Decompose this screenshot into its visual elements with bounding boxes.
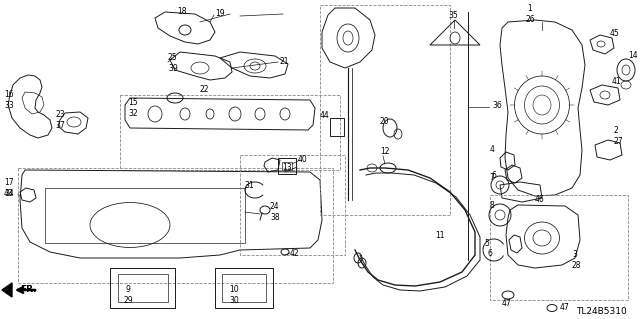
Text: 13: 13 [282, 164, 292, 173]
Bar [330, 118, 344, 136]
Text: 45: 45 [610, 28, 620, 38]
Text: 6: 6 [492, 170, 497, 180]
Text: 36: 36 [492, 100, 502, 109]
Text: 21: 21 [280, 57, 289, 66]
Text: 40: 40 [298, 155, 308, 165]
Bar [110, 268, 175, 308]
Text: 35: 35 [448, 11, 458, 20]
Text: 12: 12 [380, 147, 390, 157]
Text: 25
39: 25 39 [168, 53, 178, 73]
Bar [215, 268, 273, 308]
Text: 20: 20 [380, 117, 390, 127]
Text: 22: 22 [200, 85, 209, 94]
Bar [118, 274, 168, 302]
Bar [222, 274, 266, 302]
Text: 3
28: 3 28 [572, 250, 582, 270]
Bar [240, 155, 345, 255]
Text: TL24B5310: TL24B5310 [576, 308, 627, 316]
Text: 47: 47 [560, 303, 570, 313]
Text: 31: 31 [244, 181, 253, 189]
Bar [18, 168, 333, 283]
Text: 41: 41 [612, 78, 621, 86]
Text: 18: 18 [177, 8, 186, 17]
Bar [320, 5, 450, 215]
Text: 17
34: 17 34 [4, 178, 13, 198]
Text: 15
32: 15 32 [128, 98, 138, 118]
Bar [282, 162, 292, 170]
Bar [120, 95, 340, 170]
Polygon shape [2, 283, 12, 297]
Text: 4: 4 [490, 145, 495, 154]
Text: 14: 14 [628, 50, 637, 60]
Text: 43: 43 [4, 189, 13, 198]
Text: 6: 6 [488, 249, 493, 257]
Text: 8: 8 [490, 201, 495, 210]
Text: 42: 42 [290, 249, 300, 257]
Text: 9
29: 9 29 [123, 285, 133, 305]
Text: 5: 5 [484, 240, 489, 249]
Bar [45, 188, 245, 243]
Text: 23
37: 23 37 [55, 110, 65, 130]
Text: 2
27: 2 27 [614, 126, 623, 146]
Text: 47: 47 [502, 299, 512, 308]
Bar [278, 158, 296, 174]
Text: 44: 44 [320, 110, 330, 120]
Text: 11: 11 [435, 231, 445, 240]
Text: FR.: FR. [20, 286, 36, 294]
Text: 1
26: 1 26 [525, 4, 535, 24]
Text: 7: 7 [489, 174, 494, 182]
Bar [490, 195, 628, 300]
Text: 24
38: 24 38 [270, 202, 280, 222]
Text: 19: 19 [215, 10, 225, 19]
Text: 16
33: 16 33 [4, 90, 13, 110]
Text: 46: 46 [535, 196, 545, 204]
Text: 10
30: 10 30 [229, 285, 239, 305]
